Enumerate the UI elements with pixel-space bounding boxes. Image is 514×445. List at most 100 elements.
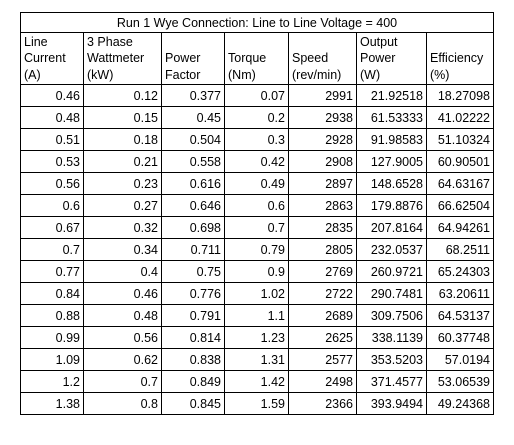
table-cell[interactable]: 0.838 (161, 348, 225, 371)
table-cell[interactable]: 0.558 (161, 150, 225, 173)
table-cell[interactable]: 68.2511 (426, 238, 494, 261)
table-cell[interactable]: 2938 (288, 106, 357, 129)
table-cell[interactable]: 338.1139 (356, 326, 427, 349)
table-cell[interactable]: 148.6528 (356, 172, 427, 195)
table-cell[interactable]: 0.711 (161, 238, 225, 261)
table-cell[interactable]: 0.49 (224, 172, 289, 195)
table-cell[interactable]: 0.32 (83, 216, 162, 239)
column-header[interactable]: 3 Phase Wattmeter (kW) (83, 32, 162, 85)
table-cell[interactable]: 290.7481 (356, 282, 427, 305)
table-cell[interactable]: 0.46 (20, 84, 84, 107)
table-cell[interactable]: 207.8164 (356, 216, 427, 239)
table-cell[interactable]: 0.77 (20, 260, 84, 283)
table-cell[interactable]: 0.814 (161, 326, 225, 349)
column-header[interactable]: Speed (rev/min) (288, 32, 357, 85)
table-cell[interactable]: 63.20611 (426, 282, 494, 305)
table-cell[interactable]: 57.0194 (426, 348, 494, 371)
table-cell[interactable]: 0.845 (161, 392, 225, 415)
table-cell[interactable]: 60.37748 (426, 326, 494, 349)
column-header[interactable]: Efficiency (%) (426, 32, 494, 85)
table-cell[interactable]: 0.27 (83, 194, 162, 217)
table-cell[interactable]: 1.42 (224, 370, 289, 393)
column-header[interactable]: Power Factor (161, 32, 225, 85)
table-cell[interactable]: 0.42 (224, 150, 289, 173)
table-cell[interactable]: 64.94261 (426, 216, 494, 239)
table-cell[interactable]: 0.62 (83, 348, 162, 371)
table-cell[interactable]: 60.90501 (426, 150, 494, 173)
table-cell[interactable]: 0.23 (83, 172, 162, 195)
table-cell[interactable]: 0.07 (224, 84, 289, 107)
table-cell[interactable]: 2577 (288, 348, 357, 371)
table-cell[interactable]: 0.18 (83, 128, 162, 151)
table-cell[interactable]: 260.9721 (356, 260, 427, 283)
table-cell[interactable]: 1.59 (224, 392, 289, 415)
table-cell[interactable]: 0.3 (224, 128, 289, 151)
table-cell[interactable]: 2897 (288, 172, 357, 195)
table-cell[interactable]: 0.9 (224, 260, 289, 283)
table-cell[interactable]: 61.53333 (356, 106, 427, 129)
table-cell[interactable]: 0.6 (224, 194, 289, 217)
table-cell[interactable]: 0.51 (20, 128, 84, 151)
column-header[interactable]: Line Current (A) (20, 32, 84, 85)
table-cell[interactable]: 0.46 (83, 282, 162, 305)
table-cell[interactable]: 1.1 (224, 304, 289, 327)
table-cell[interactable]: 64.63167 (426, 172, 494, 195)
table-cell[interactable]: 2689 (288, 304, 357, 327)
table-cell[interactable]: 0.99 (20, 326, 84, 349)
table-cell[interactable]: 64.53137 (426, 304, 494, 327)
table-cell[interactable]: 21.92518 (356, 84, 427, 107)
table-cell[interactable]: 1.38 (20, 392, 84, 415)
table-cell[interactable]: 2835 (288, 216, 357, 239)
table-cell[interactable]: 0.15 (83, 106, 162, 129)
table-cell[interactable]: 393.9494 (356, 392, 427, 415)
table-cell[interactable]: 0.34 (83, 238, 162, 261)
column-header[interactable]: Output Power (W) (356, 32, 427, 85)
table-cell[interactable]: 65.24303 (426, 260, 494, 283)
table-title[interactable]: Run 1 Wye Connection: Line to Line Volta… (20, 12, 494, 33)
table-cell[interactable]: 0.7 (20, 238, 84, 261)
table-cell[interactable]: 66.62504 (426, 194, 494, 217)
table-cell[interactable]: 1.23 (224, 326, 289, 349)
table-cell[interactable]: 0.79 (224, 238, 289, 261)
table-cell[interactable]: 0.21 (83, 150, 162, 173)
table-cell[interactable]: 2991 (288, 84, 357, 107)
table-cell[interactable]: 0.45 (161, 106, 225, 129)
table-cell[interactable]: 179.8876 (356, 194, 427, 217)
table-cell[interactable]: 353.5203 (356, 348, 427, 371)
table-cell[interactable]: 0.88 (20, 304, 84, 327)
table-cell[interactable]: 0.48 (83, 304, 162, 327)
table-cell[interactable]: 0.4 (83, 260, 162, 283)
table-cell[interactable]: 2863 (288, 194, 357, 217)
table-cell[interactable]: 2769 (288, 260, 357, 283)
table-cell[interactable]: 0.2 (224, 106, 289, 129)
table-cell[interactable]: 1.09 (20, 348, 84, 371)
table-cell[interactable]: 127.9005 (356, 150, 427, 173)
table-cell[interactable]: 2498 (288, 370, 357, 393)
table-cell[interactable]: 1.31 (224, 348, 289, 371)
table-cell[interactable]: 0.67 (20, 216, 84, 239)
table-cell[interactable]: 232.0537 (356, 238, 427, 261)
table-cell[interactable]: 0.7 (224, 216, 289, 239)
table-cell[interactable]: 0.7 (83, 370, 162, 393)
table-cell[interactable]: 0.12 (83, 84, 162, 107)
table-cell[interactable]: 0.56 (20, 172, 84, 195)
table-cell[interactable]: 0.849 (161, 370, 225, 393)
table-cell[interactable]: 91.98583 (356, 128, 427, 151)
table-cell[interactable]: 0.504 (161, 128, 225, 151)
table-cell[interactable]: 2908 (288, 150, 357, 173)
table-cell[interactable]: 2805 (288, 238, 357, 261)
table-cell[interactable]: 2928 (288, 128, 357, 151)
table-cell[interactable]: 0.56 (83, 326, 162, 349)
table-cell[interactable]: 0.776 (161, 282, 225, 305)
table-cell[interactable]: 0.6 (20, 194, 84, 217)
table-cell[interactable]: 0.75 (161, 260, 225, 283)
table-cell[interactable]: 51.10324 (426, 128, 494, 151)
table-cell[interactable]: 309.7506 (356, 304, 427, 327)
table-cell[interactable]: 2366 (288, 392, 357, 415)
table-cell[interactable]: 41.02222 (426, 106, 494, 129)
table-cell[interactable]: 0.8 (83, 392, 162, 415)
table-cell[interactable]: 0.616 (161, 172, 225, 195)
table-cell[interactable]: 0.48 (20, 106, 84, 129)
table-cell[interactable]: 0.377 (161, 84, 225, 107)
table-cell[interactable]: 0.53 (20, 150, 84, 173)
